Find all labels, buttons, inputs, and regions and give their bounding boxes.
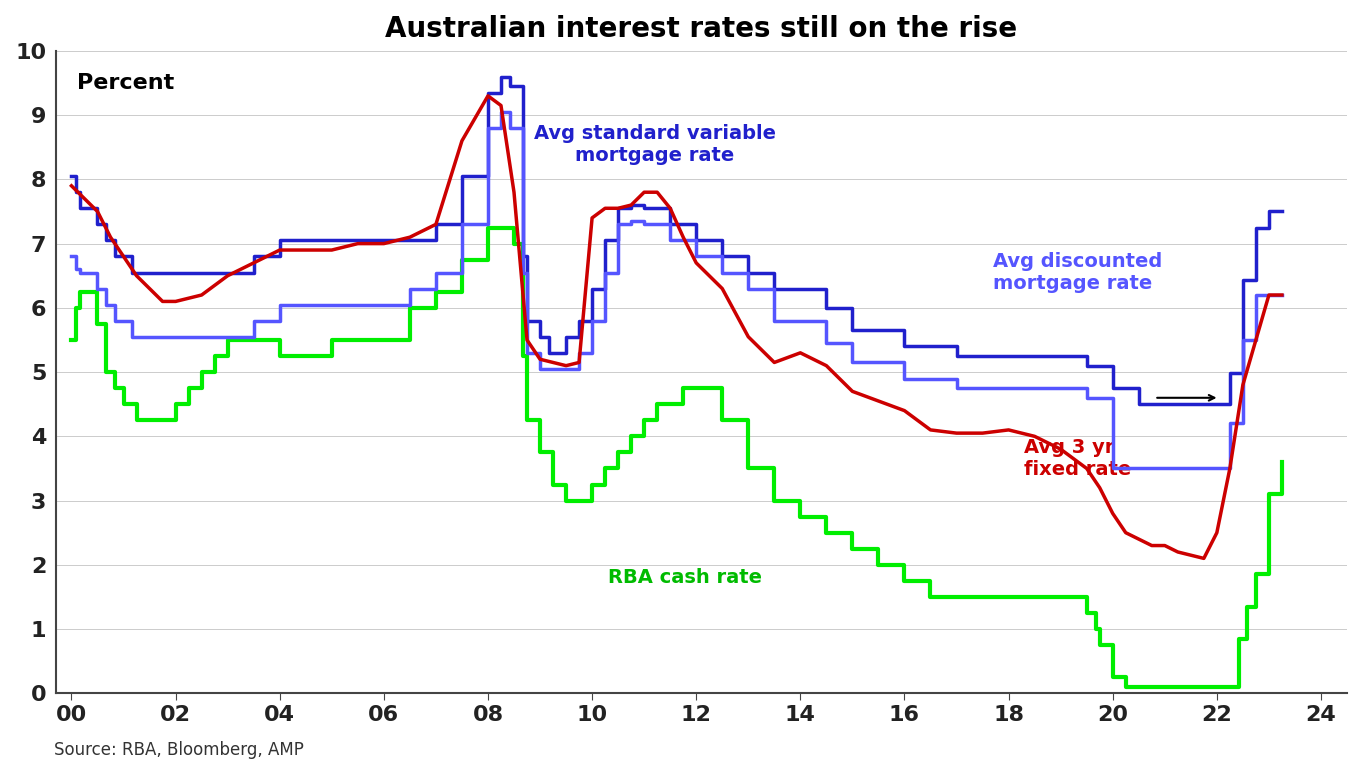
Text: Avg standard variable
mortgage rate: Avg standard variable mortgage rate — [534, 124, 775, 165]
Text: Source: RBA, Bloomberg, AMP: Source: RBA, Bloomberg, AMP — [54, 742, 304, 759]
Text: RBA cash rate: RBA cash rate — [607, 568, 761, 588]
Title: Australian interest rates still on the rise: Australian interest rates still on the r… — [385, 15, 1017, 43]
Text: Avg discounted
mortgage rate: Avg discounted mortgage rate — [993, 252, 1162, 293]
Text: Percent: Percent — [76, 73, 174, 93]
Text: Avg 3 yr
fixed rate: Avg 3 yr fixed rate — [1024, 438, 1132, 479]
